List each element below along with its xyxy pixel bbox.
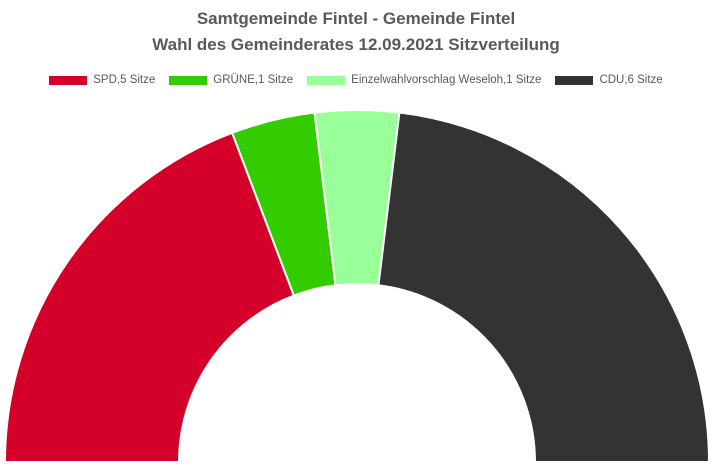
legend-item-einzelwahlvorschlag: Einzelwahlvorschlag Weseloh,1 Sitze [307,74,541,86]
legend-label-einzelwahlvorschlag: Einzelwahlvorschlag Weseloh,1 Sitze [351,74,542,86]
legend-item-spd: SPD,5 Sitze [49,74,155,86]
legend-swatch-spd [49,75,88,85]
chart-subtitle: Wahl des Gemeinderates 12.09.2021 Sitzve… [152,35,560,54]
slice-cdu [377,111,711,463]
legend-item-gruene: GRÜNE,1 Sitze [169,74,293,86]
chart-legend: SPD,5 Sitze GRÜNE,1 Sitze Einzelwahlvors… [0,74,712,86]
legend-swatch-gruene [169,75,208,85]
legend-label-cdu: CDU,6 Sitze [599,74,663,86]
slice-spd [3,131,296,463]
chart-title: Samtgemeinde Fintel - Gemeinde Fintel [196,9,516,28]
legend-label-spd: SPD,5 Sitze [93,74,156,86]
legend-swatch-cdu [555,75,594,85]
legend-item-cdu: CDU,6 Sitze [555,74,663,86]
legend-swatch-einzelwahlvorschlag [307,75,346,85]
chart-slices [3,108,711,463]
legend-label-gruene: GRÜNE,1 Sitze [213,74,294,86]
